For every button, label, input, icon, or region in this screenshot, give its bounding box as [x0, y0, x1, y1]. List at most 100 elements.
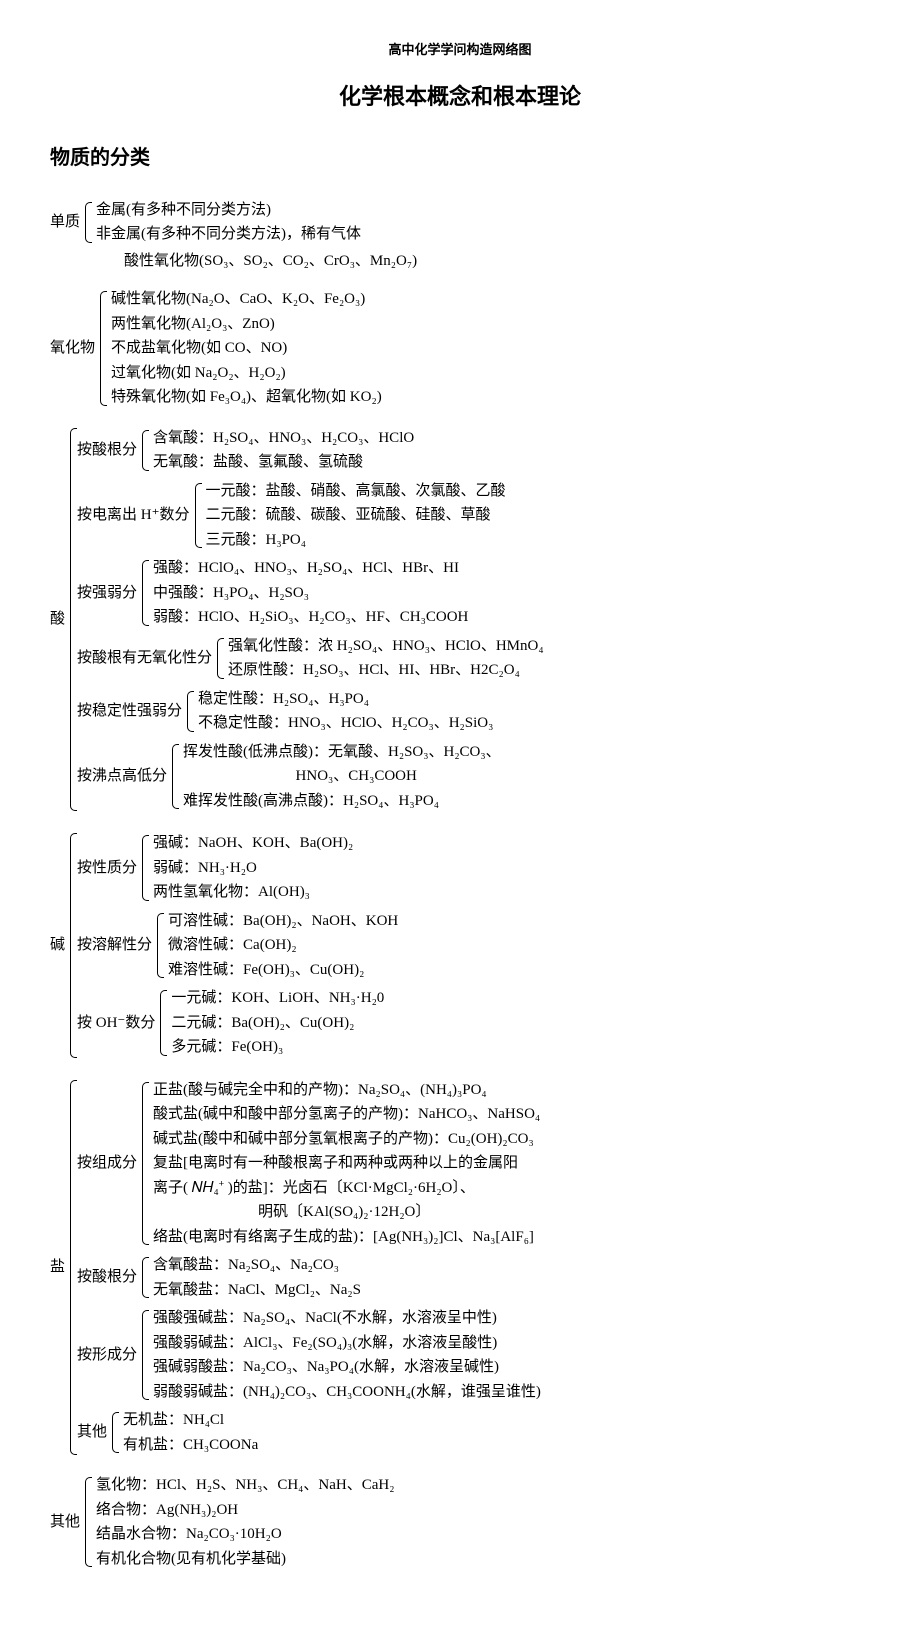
brace: [157, 986, 167, 1060]
label-qita: 其他: [50, 1473, 82, 1571]
leaf: 有机化合物(见有机化学基础): [92, 1547, 394, 1572]
leaf: 二元碱：Ba(OH)₂、Cu(OH)₂: [167, 1011, 384, 1036]
leaf: 多元碱：Fe(OH)₃: [167, 1035, 384, 1060]
leaf: 一元酸：盐酸、硝酸、高氯酸、次氯酸、乙酸: [202, 479, 506, 504]
sub-label: 按电离出 H⁺数分: [77, 479, 192, 553]
sub-node: 按溶解性分可溶性碱：Ba(OH)₂、NaOH、KOH微溶性碱：Ca(OH)₂难溶…: [77, 909, 398, 983]
leaf: 强酸强碱盐：Na₂SO₄、NaCl(不水解，水溶液呈中性): [149, 1306, 541, 1331]
sub-label: 按酸根分: [77, 1253, 139, 1302]
leaf: 无机盐：NH₄Cl: [119, 1408, 258, 1433]
brace: [154, 909, 164, 983]
leaf: 不稳定性酸：HNO₃、HClO、H₂CO₃、H₂SiO₃: [194, 711, 493, 736]
brace: [184, 687, 194, 736]
page-header: 高中化学学问构造网络图: [50, 40, 870, 60]
leaf: 挥发性酸(低沸点酸)：无氧酸、H₂SO₃、H₂CO₃、: [179, 740, 501, 765]
node-danzhi: 单质 金属(有多种不同分类方法) 非金属(有多种不同分类方法)，稀有气体: [50, 198, 870, 247]
brace: [82, 198, 92, 247]
leaf: 强碱弱酸盐：Na₂CO₃、Na₃PO₄(水解，水溶液呈碱性): [149, 1355, 541, 1380]
brace: [109, 1408, 119, 1457]
leaf: 碱式盐(酸中和碱中部分氢氧根离子的产物)：Cu₂(OH)₂CO₃: [149, 1127, 540, 1152]
node-jian: 碱 按性质分强碱：NaOH、KOH、Ba(OH)₂弱碱：NH₃·H₂O两性氢氧化…: [50, 829, 870, 1062]
leaf: 难挥发性酸(高沸点酸)：H₂SO₄、H₃PO₄: [179, 789, 501, 814]
leaf: 强酸：HClO₄、HNO₃、H₂SO₄、HCl、HBr、HI: [149, 556, 468, 581]
sub-label: 按组成分: [77, 1078, 139, 1250]
leaf: 二元酸：硫酸、碳酸、亚硫酸、硅酸、草酸: [202, 503, 506, 528]
leaf: 金属(有多种不同分类方法): [92, 198, 361, 223]
sub-node: 按稳定性强弱分稳定性酸：H₂SO₄、H₃PO₄不稳定性酸：HNO₃、HClO、H…: [77, 687, 544, 736]
brace: [139, 1078, 149, 1250]
leaf: 含氧酸：H₂SO₄、HNO₃、H₂CO₃、HClO: [149, 426, 414, 451]
leaf: 中强酸：H₃PO₄、H₂SO₃: [149, 581, 468, 606]
sub-label: 按溶解性分: [77, 909, 154, 983]
leaf: 不成盐氧化物(如 CO、NO): [107, 336, 382, 361]
leaf: 氢化物：HCl、H₂S、NH₃、CH₄、NaH、CaH₂: [92, 1473, 394, 1498]
leaf: 三元酸：H₃PO₄: [202, 528, 506, 553]
brace: [139, 1306, 149, 1404]
brace: [67, 829, 77, 1062]
leaf: 稳定性酸：H₂SO₄、H₃PO₄: [194, 687, 493, 712]
leaf: 可溶性碱：Ba(OH)₂、NaOH、KOH: [164, 909, 398, 934]
sub-node: 按酸根分含氧酸盐：Na₂SO₄、Na₂CO₃无氧酸盐：NaCl、MgCl₂、Na…: [77, 1253, 541, 1302]
leaf: 弱碱：NH₃·H₂O: [149, 856, 353, 881]
sub-label: 按强弱分: [77, 556, 139, 630]
leaf: 无氧酸：盐酸、氢氟酸、氢硫酸: [149, 450, 414, 475]
label-jian: 碱: [50, 829, 67, 1062]
leaf: 过氧化物(如 Na₂O₂、H₂O₂): [107, 361, 382, 386]
leaf: 酸式盐(碱中和酸中部分氢离子的产物)：NaHCO₃、NaHSO₄: [149, 1102, 540, 1127]
leaf: 结晶水合物：Na₂CO₃·10H₂O: [92, 1522, 394, 1547]
leaf: 强酸弱碱盐：AlCl₃、Fe₂(SO₄)₃(水解，水溶液呈酸性): [149, 1331, 541, 1356]
leaf: 无氧酸盐：NaCl、MgCl₂、Na₂S: [149, 1278, 361, 1303]
section-title: 物质的分类: [50, 143, 870, 173]
leaf: 一元碱：KOH、LiOH、NH₃·H₂0: [167, 986, 384, 1011]
leaf: 特殊氧化物(如 Fe₃O₄)、超氧化物(如 KO₂): [107, 385, 382, 410]
node-yan: 盐 按组成分正盐(酸与碱完全中和的产物)：Na₂SO₄、(NH₄)₃PO₄酸式盐…: [50, 1076, 870, 1460]
node-yanghuawu: 氧化物 碱性氧化物(Na₂O、CaO、K₂O、Fe₂O₃) 两性氧化物(Al₂O…: [50, 287, 870, 410]
classification-tree: 单质 金属(有多种不同分类方法) 非金属(有多种不同分类方法)，稀有气体 酸性氧…: [50, 198, 870, 1572]
leaf: 含氧酸盐：Na₂SO₄、Na₂CO₃: [149, 1253, 361, 1278]
leaf: 还原性酸：H₂SO₃、HCl、HI、HBr、H2C₂O₄: [224, 658, 544, 683]
leaf: 非金属(有多种不同分类方法)，稀有气体: [92, 222, 361, 247]
brace: [139, 1253, 149, 1302]
leaf: 难溶性碱：Fe(OH)₃、Cu(OH)₂: [164, 958, 398, 983]
sub-label: 按稳定性强弱分: [77, 687, 184, 736]
sub-label: 按沸点高低分: [77, 740, 169, 814]
sub-node: 按组成分正盐(酸与碱完全中和的产物)：Na₂SO₄、(NH₄)₃PO₄酸式盐(碱…: [77, 1078, 541, 1250]
sub-node: 按 OH⁻数分一元碱：KOH、LiOH、NH₃·H₂0二元碱：Ba(OH)₂、C…: [77, 986, 398, 1060]
label-yanghuawu: 氧化物: [50, 287, 97, 410]
label-danzhi: 单质: [50, 198, 82, 247]
leaf: 复盐[电离时有一种酸根离子和两种或两种以上的金属阳: [149, 1151, 540, 1176]
brace: [214, 634, 224, 683]
leaf: 两性氧化物(Al₂O₃、ZnO): [107, 312, 382, 337]
node-suan: 酸 按酸根分含氧酸：H₂SO₄、HNO₃、H₂CO₃、HClO无氧酸：盐酸、氢氟…: [50, 424, 870, 816]
brace: [97, 287, 107, 410]
sub-node: 其他无机盐：NH₄Cl有机盐：CH₃COONa: [77, 1408, 541, 1457]
leaf: 正盐(酸与碱完全中和的产物)：Na₂SO₄、(NH₄)₃PO₄: [149, 1078, 540, 1103]
sub-label: 按酸根分: [77, 426, 139, 475]
sub-label: 按性质分: [77, 831, 139, 905]
sub-label: 按 OH⁻数分: [77, 986, 157, 1060]
brace: [67, 1076, 77, 1460]
brace: [169, 740, 179, 814]
sub-node: 按电离出 H⁺数分一元酸：盐酸、硝酸、高氯酸、次氯酸、乙酸二元酸：硫酸、碳酸、亚…: [77, 479, 544, 553]
label-suan: 酸: [50, 424, 67, 816]
sub-node: 按酸根分含氧酸：H₂SO₄、HNO₃、H₂CO₃、HClO无氧酸：盐酸、氢氟酸、…: [77, 426, 544, 475]
node-qita: 其他 氢化物：HCl、H₂S、NH₃、CH₄、NaH、CaH₂ 络合物：Ag(N…: [50, 1473, 870, 1571]
leaf: 离子( 𝑁𝐻₄⁺ )的盐]：光卤石〔KCl·MgCl₂·6H₂O〕、: [149, 1176, 540, 1201]
leaf: 弱酸：HClO、H₂SiO₃、H₂CO₃、HF、CH₃COOH: [149, 605, 468, 630]
sub-node: 按沸点高低分挥发性酸(低沸点酸)：无氧酸、H₂SO₃、H₂CO₃、 HNO₃、C…: [77, 740, 544, 814]
brace: [139, 426, 149, 475]
brace: [139, 831, 149, 905]
brace: [82, 1473, 92, 1571]
leaf: 强氧化性酸：浓 H₂SO₄、HNO₃、HClO、HMnO₄: [224, 634, 544, 659]
leaf: 络盐(电离时有络离子生成的盐)：[Ag(NH₃)₂]Cl、Na₃[AlF₆]: [149, 1225, 540, 1250]
leaf: 碱性氧化物(Na₂O、CaO、K₂O、Fe₂O₃): [107, 287, 382, 312]
leaf: 弱酸弱碱盐：(NH₄)₂CO₃、CH₃COONH₄(水解，谁强呈谁性): [149, 1380, 541, 1405]
leaf: 强碱：NaOH、KOH、Ba(OH)₂: [149, 831, 353, 856]
page-title: 化学根本概念和根本理论: [50, 80, 870, 113]
sub-node: 按酸根有无氧化性分强氧化性酸：浓 H₂SO₄、HNO₃、HClO、HMnO₄还原…: [77, 634, 544, 683]
brace: [139, 556, 149, 630]
leaf: 酸性氧化物(SO₃、SO₂、CO₂、CrO₃、Mn₂O₇): [120, 249, 870, 274]
sub-node: 按强弱分强酸：HClO₄、HNO₃、H₂SO₄、HCl、HBr、HI中强酸：H₃…: [77, 556, 544, 630]
leaf: 络合物：Ag(NH₃)₂OH: [92, 1498, 394, 1523]
sub-label: 其他: [77, 1408, 109, 1457]
